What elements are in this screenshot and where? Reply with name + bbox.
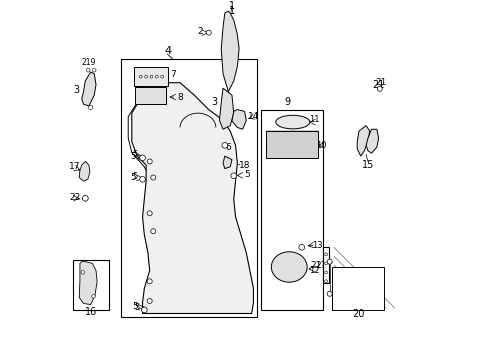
- Circle shape: [140, 155, 145, 161]
- Text: 5: 5: [132, 172, 138, 181]
- Text: 5: 5: [132, 302, 138, 311]
- Polygon shape: [81, 72, 96, 106]
- Circle shape: [326, 259, 331, 264]
- Circle shape: [139, 75, 142, 78]
- Text: 6: 6: [225, 143, 231, 152]
- Text: 8: 8: [177, 93, 183, 102]
- FancyBboxPatch shape: [331, 267, 383, 310]
- Circle shape: [147, 298, 152, 303]
- Circle shape: [324, 253, 327, 256]
- Text: 17: 17: [69, 162, 80, 171]
- Circle shape: [88, 105, 93, 109]
- Polygon shape: [366, 129, 378, 153]
- Text: 5: 5: [130, 152, 136, 161]
- Polygon shape: [221, 11, 239, 92]
- Circle shape: [150, 229, 156, 234]
- Circle shape: [222, 143, 227, 148]
- FancyBboxPatch shape: [135, 87, 165, 104]
- Text: 1: 1: [228, 6, 235, 16]
- Circle shape: [326, 291, 331, 296]
- Text: 5: 5: [132, 150, 138, 159]
- Polygon shape: [223, 156, 231, 168]
- Text: 3: 3: [211, 98, 217, 107]
- Text: 5: 5: [130, 173, 136, 182]
- Text: 14: 14: [247, 112, 259, 121]
- FancyBboxPatch shape: [133, 67, 167, 86]
- Circle shape: [324, 280, 327, 283]
- Text: 21: 21: [375, 78, 386, 87]
- Text: 13: 13: [312, 241, 323, 250]
- FancyBboxPatch shape: [121, 59, 257, 317]
- FancyBboxPatch shape: [323, 247, 328, 283]
- Text: 21: 21: [315, 261, 326, 270]
- Circle shape: [206, 30, 211, 35]
- Polygon shape: [219, 88, 233, 129]
- Polygon shape: [231, 109, 246, 129]
- Circle shape: [81, 271, 84, 274]
- Circle shape: [147, 159, 152, 164]
- Circle shape: [92, 68, 96, 72]
- Text: 3: 3: [73, 85, 79, 95]
- Text: 5: 5: [244, 170, 249, 179]
- Text: 5: 5: [134, 302, 140, 311]
- Circle shape: [147, 211, 152, 216]
- Circle shape: [140, 176, 145, 182]
- Circle shape: [298, 244, 304, 250]
- Polygon shape: [128, 92, 251, 303]
- Text: 21: 21: [310, 261, 321, 270]
- Polygon shape: [356, 126, 369, 156]
- Text: 12: 12: [308, 266, 319, 275]
- Circle shape: [376, 86, 382, 91]
- Polygon shape: [79, 161, 90, 181]
- Circle shape: [324, 271, 327, 274]
- Text: 15: 15: [361, 160, 373, 170]
- Circle shape: [86, 68, 90, 72]
- FancyBboxPatch shape: [260, 109, 323, 310]
- Text: 2: 2: [197, 27, 202, 36]
- Circle shape: [92, 294, 95, 298]
- Circle shape: [230, 173, 236, 179]
- Text: 10: 10: [316, 141, 326, 150]
- Circle shape: [150, 175, 156, 180]
- Text: 22: 22: [69, 193, 81, 202]
- Circle shape: [147, 279, 152, 284]
- Text: 21: 21: [372, 80, 384, 90]
- Text: 18: 18: [238, 161, 250, 170]
- Text: 11: 11: [308, 115, 319, 124]
- Text: 9: 9: [284, 98, 290, 107]
- Circle shape: [161, 75, 163, 78]
- Polygon shape: [79, 262, 97, 305]
- Text: 20: 20: [351, 309, 364, 319]
- Text: 16: 16: [85, 307, 97, 318]
- Circle shape: [150, 75, 153, 78]
- FancyBboxPatch shape: [73, 260, 108, 310]
- Circle shape: [144, 75, 147, 78]
- Text: 219: 219: [81, 58, 96, 67]
- Circle shape: [82, 195, 88, 201]
- FancyBboxPatch shape: [265, 131, 317, 158]
- Ellipse shape: [275, 115, 309, 129]
- Circle shape: [324, 262, 327, 265]
- Circle shape: [141, 307, 147, 313]
- Text: 7: 7: [147, 69, 152, 78]
- Text: 1: 1: [228, 1, 235, 11]
- Text: 4: 4: [163, 45, 171, 55]
- Circle shape: [155, 75, 158, 78]
- Ellipse shape: [271, 252, 306, 282]
- Text: 7: 7: [170, 70, 176, 79]
- Polygon shape: [132, 83, 253, 314]
